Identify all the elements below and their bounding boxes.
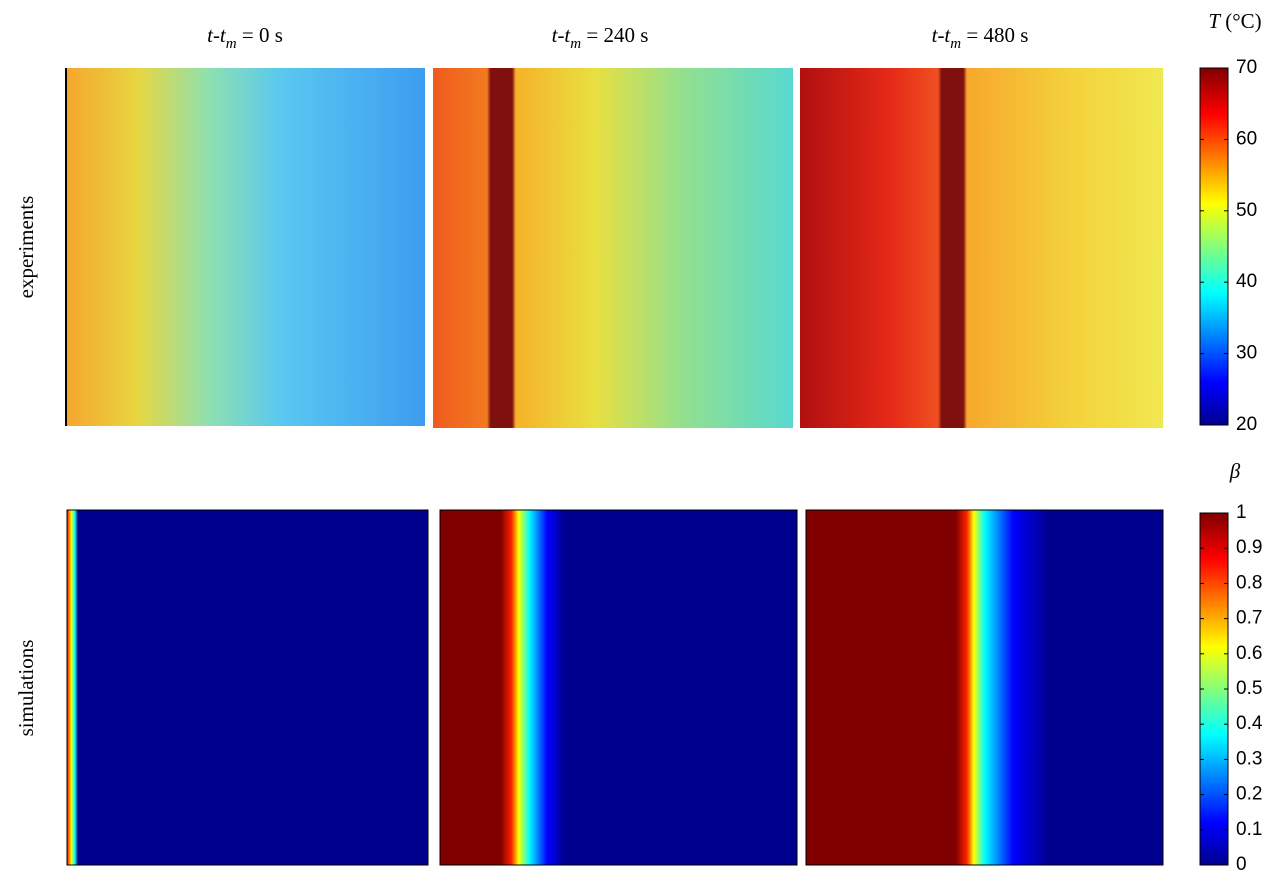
tick-label: 30 [1236,343,1257,364]
experiment-panel [800,68,1163,428]
column-title: t-tm = 0 s [207,23,283,52]
tick-label: 0.2 [1236,784,1262,805]
title-rest: = 240 s [581,23,648,47]
row-label: experiments [14,196,38,299]
column-title: t-tm = 480 s [932,23,1029,52]
experiment-panel [65,68,425,426]
tick-label: 0.4 [1236,713,1263,734]
simulation-panel [439,509,798,866]
tick-label: 0.7 [1236,608,1262,629]
title-subscript: m [226,36,237,52]
title-variable: t-t [207,23,227,47]
colorbar-label: β [1229,459,1241,483]
tick-label: 40 [1236,271,1257,292]
title-subscript: m [950,36,961,52]
title-variable: t-t [932,23,952,47]
row-label: simulations [14,640,38,737]
title-subscript: m [570,36,581,52]
colorbar-label: T (°C) [1208,9,1261,33]
tick-label: 0 [1236,854,1247,875]
tick-label: 1 [1236,502,1247,523]
tick-label: 0.3 [1236,748,1262,769]
title-variable: t-t [552,23,572,47]
tick-label: 0.5 [1236,678,1262,699]
tick-label: 70 [1236,57,1257,78]
tick-label: 50 [1236,200,1257,221]
colorbar-unit: (°C) [1220,9,1262,33]
tick-label: 0.6 [1236,643,1262,664]
title-rest: = 0 s [237,23,283,47]
colorbar [1199,67,1229,426]
colorbar-symbol: β [1229,459,1241,483]
tick-label: 0.9 [1236,537,1262,558]
tick-label: 60 [1236,128,1257,149]
tick-label: 20 [1236,414,1257,435]
colorbar [1199,512,1229,866]
simulation-panel [805,509,1164,866]
simulation-panel [66,509,429,866]
tick-label: 0.8 [1236,572,1262,593]
experiment-panel [433,68,793,428]
colorbar-symbol: T [1208,9,1221,33]
tick-label: 0.1 [1236,819,1262,840]
column-title: t-tm = 240 s [552,23,649,52]
title-rest: = 480 s [961,23,1028,47]
